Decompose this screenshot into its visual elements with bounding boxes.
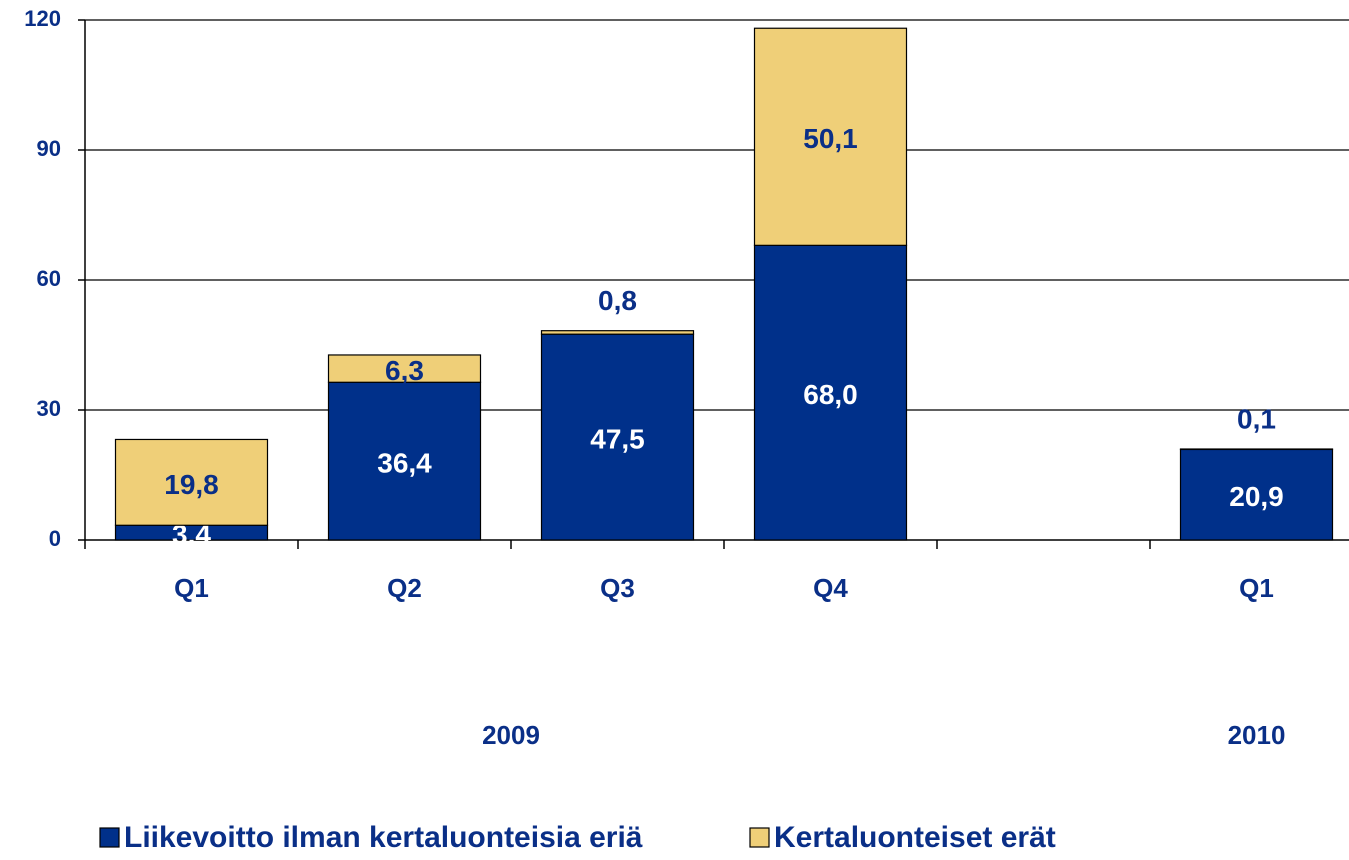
value-label: 6,3	[385, 355, 424, 386]
x-tick-label: Q1	[1239, 573, 1274, 603]
bar-segment	[540, 330, 695, 335]
value-label: 20,9	[1229, 481, 1284, 512]
value-label: 19,8	[164, 469, 219, 500]
bar-segment	[327, 354, 482, 383]
value-label: 50,1	[803, 123, 858, 154]
y-tick-label: 0	[49, 526, 61, 551]
value-label: 0,8	[598, 285, 637, 316]
value-label: 47,5	[590, 423, 645, 454]
x-tick-label: Q1	[174, 573, 209, 603]
bar-segment	[753, 244, 908, 541]
value-label: 0,1	[1237, 403, 1276, 434]
bar-segment	[540, 333, 695, 541]
year-label: 2010	[1228, 720, 1286, 750]
value-label: 68,0	[803, 379, 858, 410]
bar-segment	[753, 27, 908, 246]
bar-segment	[327, 381, 482, 541]
x-tick-label: Q2	[387, 573, 422, 603]
x-tick-label: Q3	[600, 573, 635, 603]
y-tick-label: 30	[37, 396, 61, 421]
bar-segment	[1179, 448, 1334, 541]
y-tick-label: 120	[24, 6, 61, 31]
value-label: 36,4	[377, 448, 432, 479]
legend-label: Liikevoitto ilman kertaluonteisia eriä	[124, 821, 643, 854]
year-label: 2009	[482, 720, 540, 750]
y-tick-label: 60	[37, 266, 61, 291]
legend-label: Kertaluonteiset erät	[774, 821, 1056, 854]
bar-segment	[114, 438, 269, 526]
legend-swatch	[99, 827, 120, 848]
y-tick-label: 90	[37, 136, 61, 161]
legend-swatch	[749, 827, 770, 848]
x-tick-label: Q4	[813, 573, 848, 603]
